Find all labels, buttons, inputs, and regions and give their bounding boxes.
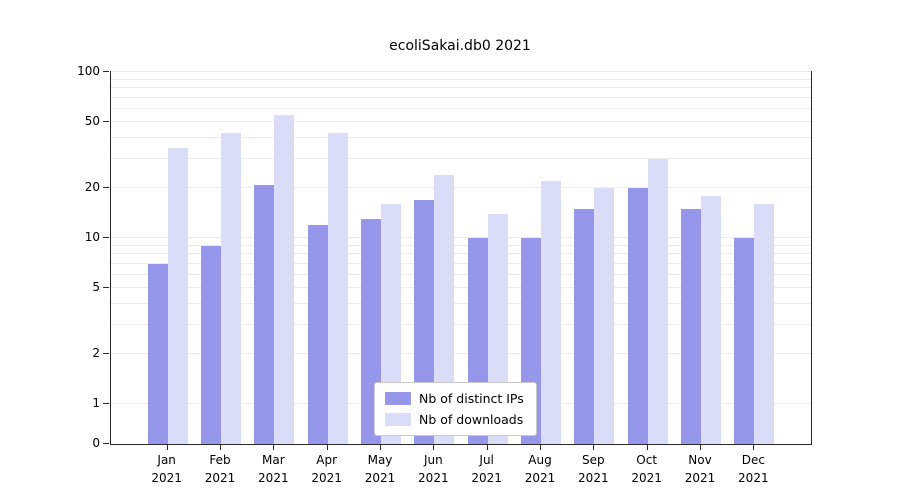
x-axis-label: Apr 2021 <box>311 453 342 485</box>
x-axis-label: Jul 2021 <box>471 453 502 485</box>
y-axis-label: 5 <box>92 279 100 294</box>
bar-distinct-ips <box>307 224 328 444</box>
bar-distinct-ips <box>681 208 701 444</box>
bar-distinct-ips <box>627 188 648 444</box>
x-axis-label: Feb 2021 <box>204 453 236 485</box>
y-tick-mark <box>103 443 109 444</box>
legend-swatch-distinct-ips <box>385 392 411 405</box>
gridline <box>111 286 811 288</box>
gridline <box>111 353 811 355</box>
y-tick-mark <box>103 120 109 122</box>
legend-label-downloads: Nb of downloads <box>419 412 524 427</box>
y-axis-label: 100 <box>77 64 100 78</box>
x-axis-label: May 2021 <box>364 453 396 485</box>
bar-distinct-ips <box>254 184 275 444</box>
gridline <box>111 303 811 305</box>
legend-swatch-downloads <box>385 413 411 426</box>
bar-downloads <box>434 174 455 444</box>
gridline <box>111 87 811 89</box>
y-tick-mark <box>103 353 109 355</box>
x-axis-label: Aug 2021 <box>524 453 556 485</box>
x-axis-label: Dec 2021 <box>738 453 769 485</box>
gridline <box>111 273 811 275</box>
bar-downloads <box>327 132 348 444</box>
x-tick-mark <box>166 445 168 450</box>
x-tick-mark <box>273 445 275 450</box>
plot-area: Nb of distinct IPs Nb of downloads <box>110 71 812 445</box>
legend-label-distinct-ips: Nb of distinct IPs <box>419 391 524 406</box>
y-tick-mark <box>103 237 109 238</box>
y-tick-mark <box>103 286 109 288</box>
bar-downloads <box>274 115 295 444</box>
y-axis-label: 2 <box>92 346 100 361</box>
y-tick-mark <box>103 187 109 189</box>
gridline <box>111 78 811 80</box>
y-tick-mark <box>103 71 109 72</box>
chart-title: ecoliSakai.db0 2021 <box>389 38 531 54</box>
bar-distinct-ips <box>201 245 221 444</box>
gridline <box>111 120 811 122</box>
x-tick-mark <box>646 445 648 450</box>
gridline <box>111 96 811 98</box>
legend: Nb of distinct IPs Nb of downloads <box>374 382 537 436</box>
gridline <box>111 107 811 109</box>
bar-downloads <box>701 195 721 444</box>
y-axis-label: 20 <box>84 180 100 195</box>
y-axis-label: 10 <box>84 230 100 244</box>
x-axis-label: Jan 2021 <box>151 453 182 485</box>
bar-downloads <box>541 181 561 444</box>
gridline <box>111 71 811 72</box>
x-tick-mark <box>753 445 755 450</box>
x-tick-mark <box>540 445 541 450</box>
x-tick-mark <box>700 445 701 450</box>
gridline <box>111 187 811 189</box>
x-tick-mark <box>326 445 328 450</box>
x-axis-label: Sep 2021 <box>578 453 609 485</box>
y-tick-mark <box>103 403 109 404</box>
x-tick-mark <box>433 445 435 450</box>
bar-distinct-ips <box>734 238 755 444</box>
bar-downloads <box>594 188 615 444</box>
legend-item-distinct-ips: Nb of distinct IPs <box>385 391 524 406</box>
bar-downloads <box>221 132 241 444</box>
x-tick-mark <box>486 445 488 450</box>
gridline <box>111 244 811 246</box>
y-axis-label: 1 <box>92 396 100 410</box>
x-axis-label: Oct 2021 <box>631 453 662 485</box>
bar-distinct-ips <box>574 208 595 444</box>
legend-item-downloads: Nb of downloads <box>385 412 524 427</box>
x-tick-mark <box>220 445 221 450</box>
gridline <box>111 237 811 238</box>
gridline <box>111 323 811 325</box>
y-axis-label: 50 <box>84 113 100 128</box>
gridline <box>111 262 811 264</box>
gridline <box>111 137 811 139</box>
x-tick-mark <box>380 445 381 450</box>
y-axis-label: 0 <box>92 436 100 450</box>
gridline <box>111 157 811 159</box>
x-axis-label: Jun 2021 <box>418 453 449 485</box>
x-axis-label: Mar 2021 <box>258 453 289 485</box>
x-axis-label: Nov 2021 <box>684 453 716 485</box>
gridline <box>111 253 811 255</box>
bar-downloads <box>167 147 188 444</box>
bar-distinct-ips <box>147 263 168 444</box>
bar-downloads <box>647 158 668 444</box>
bar-downloads <box>754 204 775 444</box>
x-tick-mark <box>593 445 595 450</box>
